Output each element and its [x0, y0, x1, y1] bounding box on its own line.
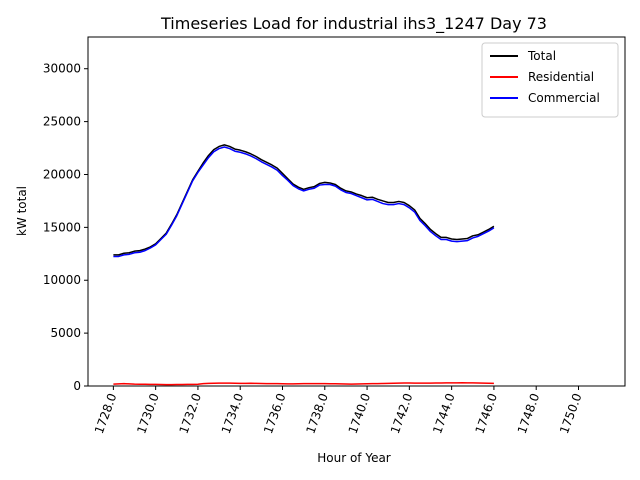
x-tick-label: 1732.0 — [177, 391, 205, 435]
y-tick-label: 20000 — [43, 167, 81, 181]
y-axis-label: kW total — [15, 186, 29, 236]
plot-area-frame — [87, 36, 626, 387]
x-tick-label: 1730.0 — [134, 391, 162, 435]
x-tick-label: 1728.0 — [92, 391, 120, 435]
x-axis-label: Hour of Year — [317, 451, 391, 465]
x-tick-label: 1736.0 — [261, 391, 289, 435]
y-tick-label: 5000 — [50, 326, 81, 340]
legend-label-residential: Residential — [528, 70, 594, 84]
y-tick-label: 30000 — [43, 62, 81, 76]
y-tick-label: 25000 — [43, 115, 81, 129]
y-tick-label: 10000 — [43, 273, 81, 287]
x-tick-label: 1734.0 — [219, 391, 247, 435]
legend-label-total: Total — [527, 49, 556, 63]
series-line-residential — [113, 381, 494, 386]
x-tick-label: 1740.0 — [346, 391, 374, 435]
series-line-commercial — [113, 146, 495, 258]
x-tick-label: 1748.0 — [515, 391, 543, 435]
x-tick-label: 1746.0 — [473, 391, 501, 435]
x-tick-label: 1750.0 — [557, 391, 585, 435]
legend: Total Residential Commercial — [481, 42, 619, 118]
series-line-total — [113, 144, 495, 256]
y-tick-label: 0 — [73, 379, 81, 393]
x-tick-label: 1744.0 — [430, 391, 458, 435]
x-tick-label: 1742.0 — [388, 391, 416, 435]
chart-title: Timeseries Load for industrial ihs3_1247… — [160, 14, 547, 34]
legend-label-commercial: Commercial — [528, 91, 600, 105]
y-tick-label: 15000 — [43, 220, 81, 234]
x-tick-label: 1738.0 — [303, 391, 331, 435]
